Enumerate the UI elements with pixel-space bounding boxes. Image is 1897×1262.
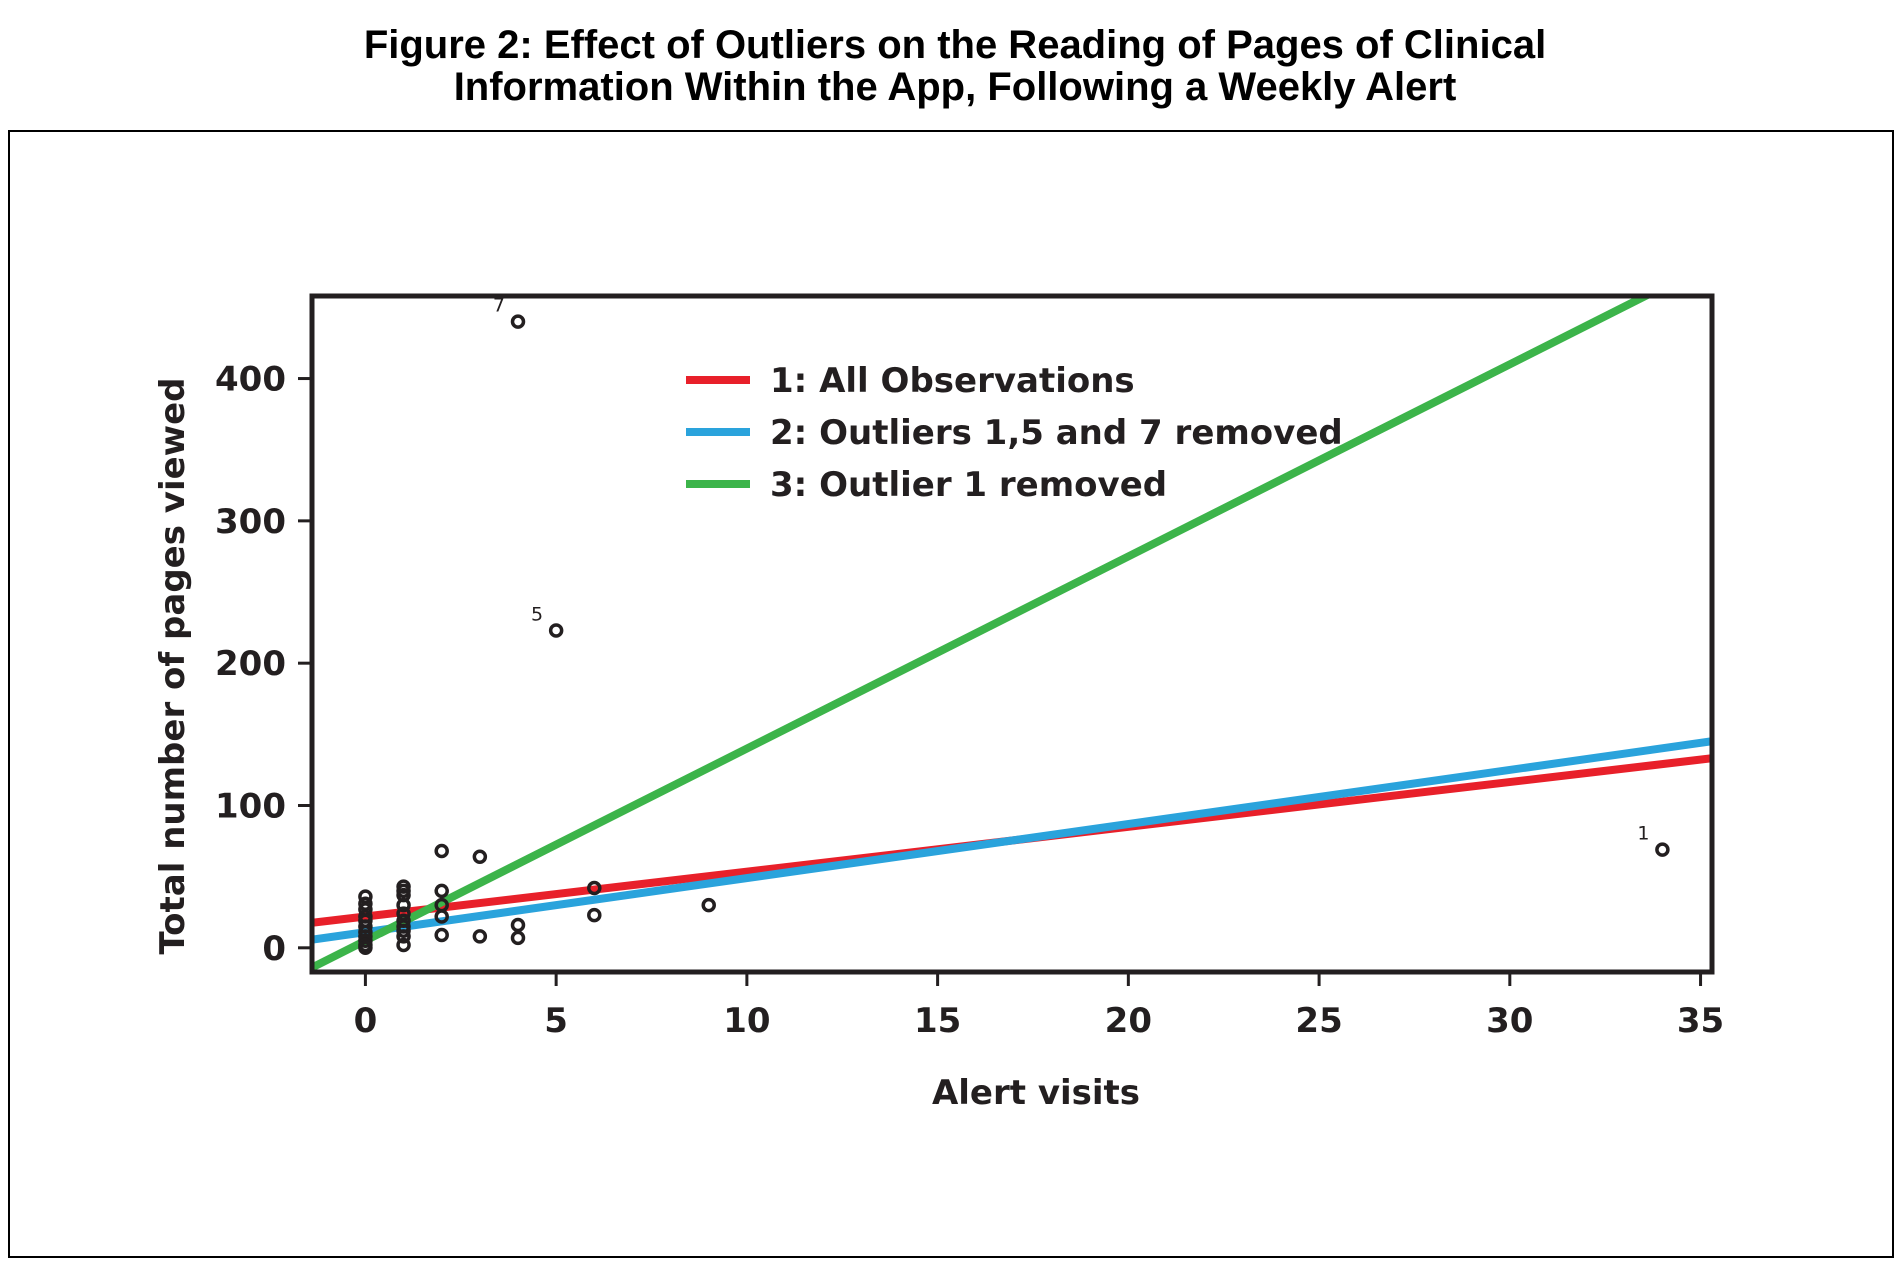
data-point [434, 909, 449, 924]
y-tick-label: 0 [262, 929, 286, 969]
data-point [358, 889, 373, 904]
x-tick-label: 5 [544, 1001, 568, 1041]
data-point [510, 917, 526, 933]
plot-area-border [309, 293, 1715, 975]
x-tick-label: 15 [914, 1001, 961, 1041]
y-tick-label: 400 [215, 360, 286, 400]
data-point [434, 927, 449, 943]
y-tick-label: 100 [215, 786, 286, 826]
regression-lines [312, 296, 1712, 972]
y-axis-label: Total number of pages viewed [153, 378, 193, 955]
data-point [358, 940, 373, 956]
data-point [701, 897, 716, 913]
x-tick-label: 20 [1105, 1001, 1152, 1041]
data-point [510, 930, 526, 946]
data-point [396, 937, 411, 953]
x-tick-label: 0 [354, 1001, 378, 1041]
x-tick-label: 25 [1295, 1001, 1342, 1041]
x-tick-label: 30 [1486, 1001, 1533, 1041]
data-points: 7 5 1 [358, 295, 1670, 956]
data-point [396, 906, 411, 921]
data-point [472, 849, 488, 864]
data-point [358, 896, 373, 911]
legend: 1: All Observations 2: Outliers 1,5 and 7… [686, 361, 1343, 505]
data-point [396, 929, 411, 944]
regression-line-2 [312, 737, 1712, 944]
outlier-label-5: 5 [531, 603, 543, 625]
figure-frame [8, 130, 1894, 1258]
x-tick-label: 35 [1677, 1001, 1724, 1041]
legend-label-2: 2: Outliers 1,5 and 7 removed [770, 413, 1343, 453]
y-tick-label: 300 [215, 502, 286, 542]
x-axis-label: Alert visits [932, 1073, 1140, 1113]
y-tick-label: 200 [215, 644, 286, 684]
data-point [434, 883, 449, 899]
x-tick-label: 10 [723, 1001, 770, 1041]
figure-title: Figure 2: Effect of Outliers on the Read… [0, 24, 1897, 108]
data-point [587, 907, 602, 923]
data-point [510, 314, 526, 329]
data-point [472, 929, 488, 944]
outlier-label-1: 1 [1637, 823, 1649, 845]
data-point [396, 897, 411, 913]
data-point [587, 880, 602, 896]
data-point [548, 623, 564, 638]
figure-title-line-1: Figure 2: Effect of Outliers on the Read… [363, 23, 1547, 67]
data-point [396, 923, 411, 938]
figure-title-line-2: Information Within the App, Following a … [453, 65, 1457, 109]
outlier-label-7: 7 [493, 295, 505, 317]
regression-line-3 [312, 296, 1655, 972]
legend-label-3: 3: Outlier 1 removed [770, 465, 1167, 505]
data-point [434, 843, 449, 859]
data-point [1655, 842, 1670, 857]
legend-label-1: 1: All Observations [770, 361, 1135, 401]
